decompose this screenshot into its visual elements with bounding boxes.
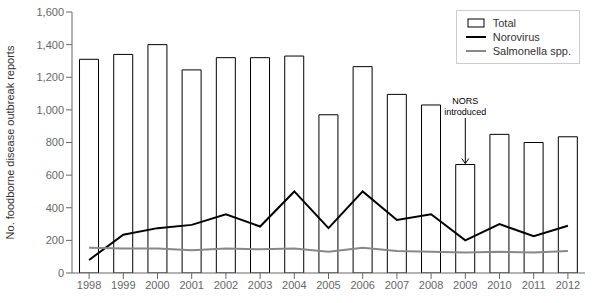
svg-text:400: 400: [46, 202, 64, 214]
html-text:Total: Total: [492, 17, 516, 29]
svg-text:2006: 2006: [350, 279, 374, 291]
svg-text:2002: 2002: [214, 279, 238, 291]
svg-text:0: 0: [58, 267, 64, 279]
svg-text:1,600: 1,600: [36, 6, 64, 18]
svg-text:2010: 2010: [487, 279, 511, 291]
svg-text:1,400: 1,400: [36, 39, 64, 51]
svg-text:2005: 2005: [316, 279, 340, 291]
html-text:Salmonella spp.: Salmonella spp.: [492, 45, 571, 57]
svg-text:2012: 2012: [556, 279, 580, 291]
svg-text:2004: 2004: [282, 279, 306, 291]
svg-text:2009: 2009: [453, 279, 477, 291]
svg-text:No. foodborne disease outbreak: No. foodborne disease outbreak reports: [4, 45, 16, 239]
html-text:Norovirus: Norovirus: [492, 31, 540, 43]
svg-text:NORSintroduced: NORSintroduced: [444, 96, 486, 117]
svg-text:2003: 2003: [248, 279, 272, 291]
svg-text:2007: 2007: [385, 279, 409, 291]
svg-text:1,000: 1,000: [36, 104, 64, 116]
svg-text:2000: 2000: [145, 279, 169, 291]
svg-text:1,200: 1,200: [36, 71, 64, 83]
svg-text:2001: 2001: [179, 279, 203, 291]
svg-text:2011: 2011: [522, 279, 546, 291]
svg-text:1998: 1998: [77, 279, 101, 291]
svg-text:2008: 2008: [419, 279, 443, 291]
svg-text:200: 200: [46, 234, 64, 246]
svg-text:1999: 1999: [111, 279, 135, 291]
svg-text:600: 600: [46, 169, 64, 181]
svg-text:800: 800: [46, 136, 64, 148]
